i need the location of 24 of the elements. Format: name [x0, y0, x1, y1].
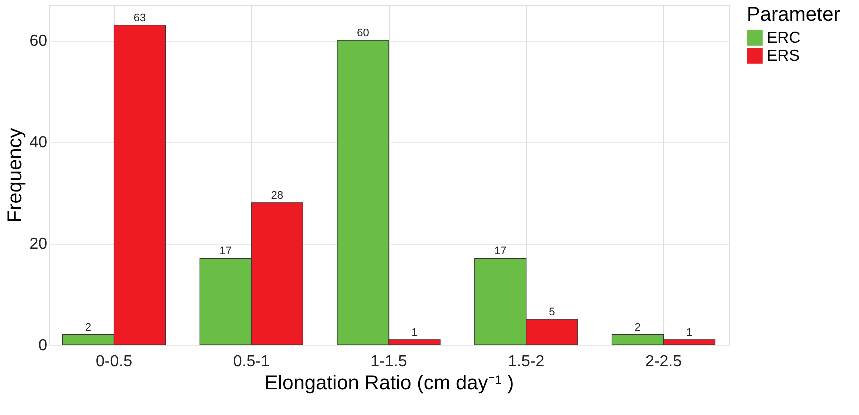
x-tick-label: 0-0.5: [96, 354, 133, 370]
data-label: 60: [357, 28, 370, 40]
data-label: 28: [271, 190, 284, 202]
data-label: 1: [412, 326, 418, 339]
legend-label: ERS: [767, 48, 800, 65]
x-tick-label: 1-1.5: [370, 354, 408, 370]
y-tick-label: 20: [30, 236, 48, 254]
legend-title: Parameter: [747, 4, 841, 26]
x-tick-label: 0.5-1: [233, 354, 270, 370]
data-label: 63: [134, 12, 146, 24]
y-tick-label: 60: [30, 33, 48, 50]
x-tick-label: 1.5-2: [508, 354, 545, 370]
x-tick-label: 2-2.5: [646, 354, 682, 370]
data-label: 1: [686, 326, 693, 339]
data-label: 2: [634, 322, 642, 334]
data-label: 17: [494, 246, 507, 258]
y-axis-title: Frequency: [4, 128, 27, 223]
data-label: 2: [85, 322, 92, 334]
data-label: 17: [220, 246, 232, 258]
y-tick-label: 0: [38, 338, 48, 354]
legend-label: ERC: [767, 30, 801, 47]
x-axis-title: Elongation Ratio (cm day⁻¹ ): [264, 372, 514, 394]
y-tick-label: 40: [30, 134, 48, 152]
data-label: 5: [549, 306, 556, 319]
